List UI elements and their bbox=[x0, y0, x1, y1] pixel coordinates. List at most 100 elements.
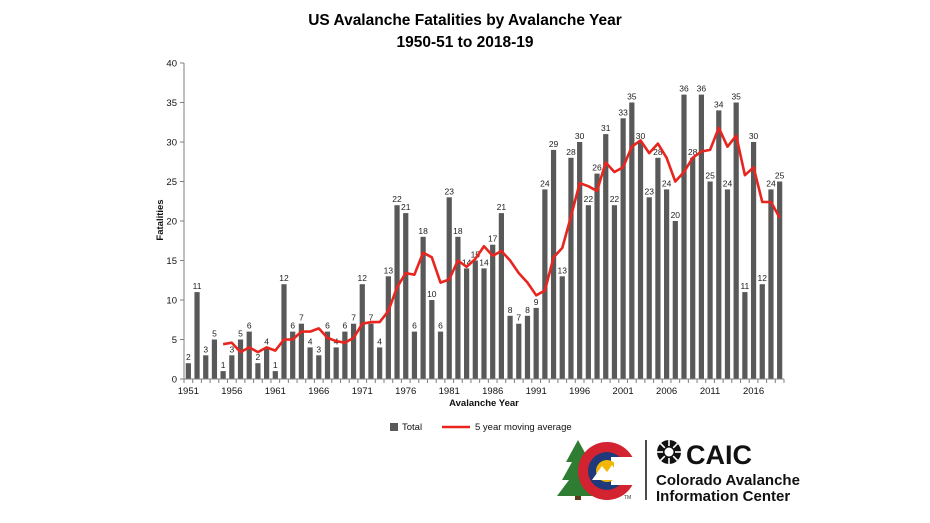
bar bbox=[264, 347, 270, 379]
bar-data-label: 12 bbox=[758, 273, 768, 283]
bar-data-label: 1 bbox=[273, 360, 278, 370]
legend-label-total: Total bbox=[402, 422, 422, 433]
bar-data-label: 22 bbox=[610, 194, 620, 204]
bar bbox=[368, 323, 374, 379]
bar bbox=[733, 102, 739, 379]
bar bbox=[185, 363, 191, 379]
bar-data-label: 8 bbox=[525, 305, 530, 315]
bar-data-label: 15 bbox=[471, 250, 481, 260]
y-tick-label: 25 bbox=[166, 177, 177, 188]
x-tick-label: 2006 bbox=[656, 386, 677, 397]
bar-data-label: 36 bbox=[679, 84, 689, 94]
bar bbox=[533, 307, 539, 379]
logo-line-2: Information Center bbox=[656, 488, 790, 505]
legend: Total 5 year moving average bbox=[390, 422, 572, 433]
bar bbox=[568, 157, 574, 379]
moving-average-line bbox=[222, 126, 781, 354]
bar bbox=[524, 315, 531, 379]
bar bbox=[603, 134, 609, 379]
bar-data-label: 3 bbox=[229, 344, 234, 354]
bar bbox=[498, 213, 504, 379]
bar bbox=[777, 181, 783, 379]
bar-data-label: 36 bbox=[697, 84, 707, 94]
bar-data-label: 6 bbox=[325, 321, 330, 331]
bar bbox=[629, 102, 635, 379]
y-tick-label: 20 bbox=[166, 217, 177, 228]
bar-data-label: 28 bbox=[653, 147, 663, 157]
bar-data-label: 35 bbox=[627, 92, 637, 102]
snowflake-icon bbox=[657, 440, 681, 464]
x-axis-title: Avalanche Year bbox=[449, 398, 519, 409]
bar-data-label: 28 bbox=[688, 147, 698, 157]
legend-swatch-total bbox=[390, 423, 398, 431]
bar bbox=[429, 300, 435, 379]
bar-data-labels: 2113513562411267436467127413222161810623… bbox=[186, 84, 785, 371]
logo-wordmark: CAIC bbox=[686, 440, 752, 470]
bar bbox=[646, 197, 652, 379]
bar-data-label: 6 bbox=[290, 321, 295, 331]
bar bbox=[324, 331, 331, 379]
bar bbox=[229, 355, 235, 379]
bar bbox=[464, 268, 470, 379]
bar bbox=[298, 323, 304, 379]
bar bbox=[437, 331, 444, 379]
bar-data-label: 23 bbox=[444, 186, 454, 196]
bar-data-label: 5 bbox=[212, 329, 217, 339]
bar-data-label: 4 bbox=[264, 336, 269, 346]
bar bbox=[194, 292, 200, 379]
bar-data-label: 26 bbox=[592, 163, 602, 173]
bar bbox=[481, 268, 487, 379]
bar-data-label: 35 bbox=[731, 92, 741, 102]
bar-data-label: 13 bbox=[558, 265, 568, 275]
bar bbox=[472, 260, 478, 379]
bar-data-label: 34 bbox=[714, 99, 724, 109]
caic-logo: TM CAIC Colorado Avalanche Information C… bbox=[557, 440, 800, 505]
bar-data-label: 6 bbox=[438, 321, 443, 331]
y-axis-title: Fatalities bbox=[155, 199, 166, 240]
bar bbox=[690, 157, 696, 379]
bar-data-label: 4 bbox=[377, 336, 382, 346]
bar-data-label: 25 bbox=[705, 171, 715, 181]
x-axis: 1951 1956 1961 1966 1971 1976 1981 1986 1991 1996… bbox=[178, 378, 785, 397]
bar-data-label: 14 bbox=[479, 257, 489, 267]
bar bbox=[342, 331, 348, 379]
bar bbox=[350, 323, 357, 379]
bar bbox=[385, 276, 391, 379]
bar bbox=[507, 315, 513, 379]
bar-data-label: 18 bbox=[453, 226, 463, 236]
x-tick-label: 2016 bbox=[743, 386, 764, 397]
y-tick-label: 0 bbox=[172, 375, 177, 386]
x-tick-label: 1981 bbox=[439, 386, 460, 397]
x-tick-label: 1976 bbox=[395, 386, 416, 397]
y-tick-label: 35 bbox=[166, 98, 177, 109]
bar bbox=[585, 205, 591, 379]
bar-data-label: 28 bbox=[566, 147, 576, 157]
bar bbox=[359, 284, 365, 379]
bar-data-label: 4 bbox=[308, 336, 313, 346]
y-tick-label: 5 bbox=[172, 335, 177, 346]
chart-subtitle: 1950-51 to 2018-19 bbox=[396, 34, 533, 51]
bar bbox=[698, 94, 704, 379]
bar bbox=[420, 236, 426, 379]
x-tick-label: 1966 bbox=[308, 386, 329, 397]
bar bbox=[655, 157, 661, 379]
moving-average-series bbox=[222, 126, 781, 354]
bar-data-label: 7 bbox=[516, 313, 521, 323]
y-tick-label: 30 bbox=[166, 138, 177, 149]
bar-data-label: 11 bbox=[740, 281, 749, 291]
x-tick-label: 1956 bbox=[221, 386, 242, 397]
x-tick-label: 2011 bbox=[700, 386, 720, 397]
bar-data-label: 6 bbox=[247, 321, 252, 331]
bar bbox=[542, 189, 548, 379]
bar-data-label: 2 bbox=[256, 352, 261, 362]
bar-data-label: 20 bbox=[671, 210, 681, 220]
bar-data-label: 6 bbox=[343, 321, 348, 331]
bar bbox=[403, 213, 409, 379]
bar bbox=[290, 331, 296, 379]
bar-data-label: 24 bbox=[766, 178, 776, 188]
x-tick-label: 1971 bbox=[352, 386, 373, 397]
bar-data-label: 31 bbox=[601, 123, 611, 133]
bar bbox=[707, 181, 713, 379]
bar bbox=[203, 355, 209, 379]
x-tick-label: 1986 bbox=[482, 386, 503, 397]
